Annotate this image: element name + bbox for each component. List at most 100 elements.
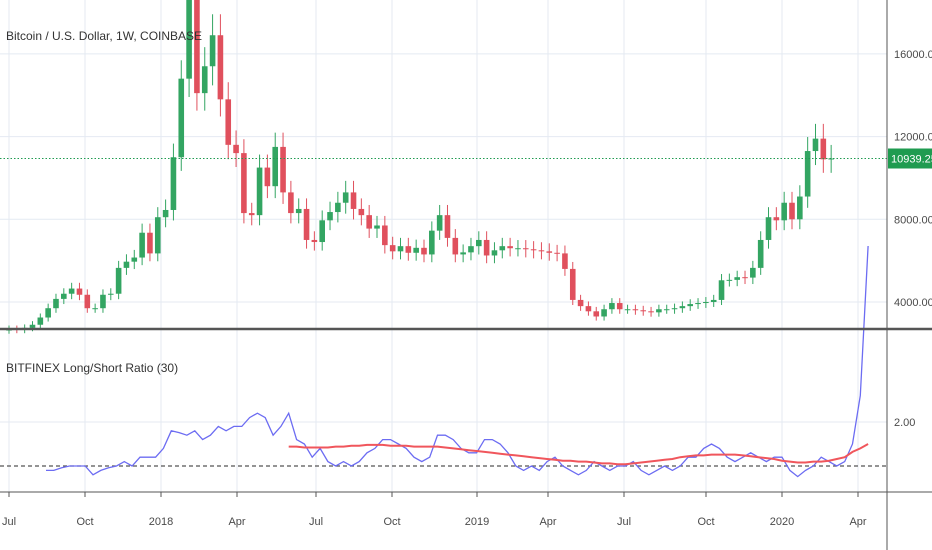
candle-body	[601, 309, 607, 317]
candle-body	[147, 232, 153, 254]
time-tick-label: Apr	[539, 516, 556, 528]
candle-body	[256, 167, 263, 216]
candle-body	[335, 202, 341, 213]
candle-body	[499, 246, 506, 251]
candle-body	[264, 167, 271, 187]
candle-body	[201, 66, 208, 94]
time-tick-label: Apr	[849, 516, 866, 528]
price-candles	[6, 0, 834, 334]
candle-body	[609, 303, 615, 310]
candle-body	[209, 35, 216, 67]
candle-body	[272, 146, 279, 187]
price-tick-label: 12000.00	[894, 132, 932, 144]
candle-body	[311, 239, 318, 243]
candle-body	[29, 324, 36, 328]
candle-body	[585, 306, 592, 312]
candle-body	[671, 308, 678, 310]
candle-body	[734, 277, 740, 280]
candle-body	[750, 267, 756, 278]
candle-body	[115, 267, 122, 294]
candle-body	[781, 202, 787, 221]
candle-body	[319, 220, 325, 243]
candle-body	[468, 246, 474, 253]
candle-body	[327, 212, 333, 221]
candle-body	[663, 309, 670, 311]
time-tick-label: 2019	[465, 516, 489, 528]
candle-body	[241, 153, 247, 214]
candle-body	[107, 293, 114, 295]
candle-body	[382, 225, 388, 246]
candle-body	[45, 308, 51, 318]
time-tick-label: Oct	[383, 516, 400, 528]
candle-body	[710, 299, 717, 302]
candle-body	[452, 237, 459, 255]
candle-body	[217, 35, 224, 100]
last-price-label: 10939.25	[891, 154, 932, 166]
candle-body	[530, 249, 537, 251]
candle-body	[303, 208, 310, 240]
candle-body	[350, 192, 357, 209]
candle-body	[444, 215, 451, 238]
time-tick-label: Oct	[76, 516, 93, 528]
candle-body	[288, 192, 294, 214]
candle-body	[804, 151, 811, 197]
candle-body	[507, 246, 513, 249]
candle-body	[593, 311, 600, 317]
candle-body	[61, 293, 67, 299]
candle-body	[640, 310, 647, 312]
candle-body	[295, 208, 302, 214]
candle-body	[679, 306, 686, 309]
candle-body	[84, 294, 91, 309]
candle-body	[389, 245, 396, 252]
candle-body	[483, 239, 490, 256]
time-tick-label: Apr	[228, 516, 245, 528]
candle-body	[491, 250, 498, 256]
candle-body	[562, 253, 568, 269]
candle-body	[366, 215, 372, 229]
indicator-title: BITFINEX Long/Short Ratio (30)	[6, 361, 178, 375]
price-tick-label: 16000.00	[894, 49, 932, 61]
candle-body	[170, 157, 177, 210]
time-tick-label: Jul	[617, 516, 631, 528]
price-tick-label: 4000.00	[894, 297, 932, 309]
ratio-line	[46, 245, 869, 478]
candle-body	[194, 0, 200, 94]
candle-body	[280, 146, 286, 193]
candle-body	[820, 138, 827, 160]
candle-body	[616, 303, 623, 310]
candle-body	[358, 208, 365, 216]
candle-body	[812, 138, 819, 152]
candle-body	[413, 247, 419, 253]
candle-body	[656, 309, 662, 313]
candle-body	[789, 202, 795, 220]
time-tick-label: Oct	[697, 516, 714, 528]
candle-body	[726, 279, 733, 281]
candle-body	[577, 299, 584, 307]
indicator-tick-label: 2.00	[894, 417, 915, 429]
candle-body	[397, 246, 404, 252]
candle-body	[233, 144, 239, 154]
candle-body	[53, 298, 59, 309]
candle-body	[154, 217, 161, 254]
candle-body	[538, 250, 545, 252]
grid-lines	[0, 0, 887, 492]
candle-body	[225, 99, 232, 145]
candle-body	[421, 247, 427, 255]
candle-body	[695, 303, 701, 305]
candle-body	[515, 248, 521, 250]
time-tick-label: 2018	[149, 516, 173, 528]
candle-body	[546, 251, 553, 253]
price-chart-title: Bitcoin / U.S. Dollar, 1W, COINBASE	[6, 29, 202, 43]
time-tick-label: Jul	[309, 516, 323, 528]
candle-body	[405, 246, 412, 253]
candle-body	[68, 288, 75, 294]
candle-body	[687, 304, 694, 307]
candle-body	[797, 196, 803, 220]
ratio-moving-average	[288, 443, 869, 466]
candle-body	[131, 257, 138, 262]
candle-body	[632, 309, 639, 311]
ratio-indicator	[0, 245, 887, 478]
candle-body	[374, 225, 380, 229]
candle-body	[828, 158, 834, 160]
